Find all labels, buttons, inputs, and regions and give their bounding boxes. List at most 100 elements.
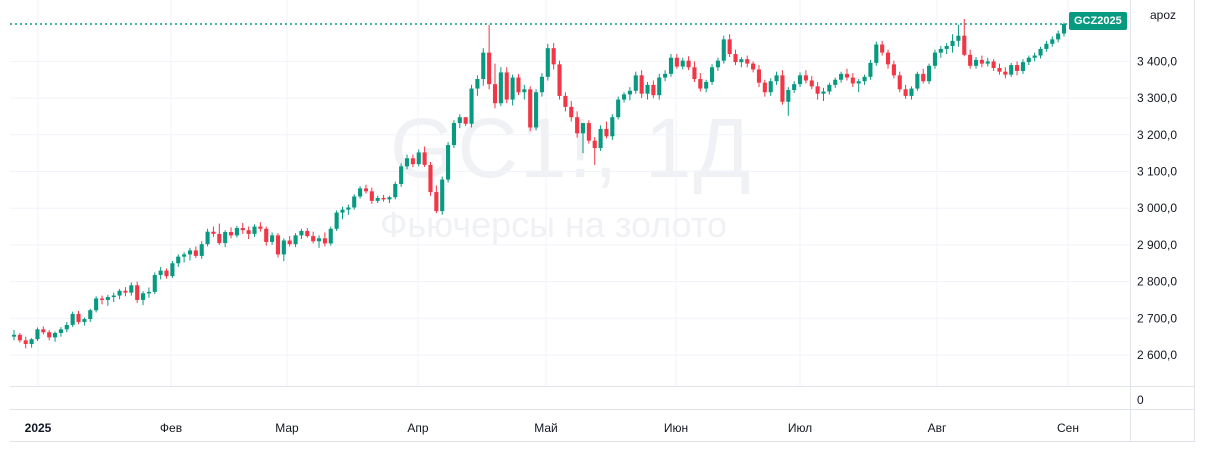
- candle[interactable]: [399, 163, 404, 187]
- candle[interactable]: [193, 246, 198, 259]
- candle[interactable]: [53, 331, 58, 342]
- candle[interactable]: [762, 79, 767, 97]
- candle[interactable]: [809, 76, 814, 90]
- candle[interactable]: [228, 227, 234, 239]
- candle[interactable]: [786, 87, 791, 116]
- candle[interactable]: [446, 142, 451, 183]
- candle[interactable]: [199, 241, 204, 259]
- candle[interactable]: [622, 92, 627, 103]
- candle[interactable]: [580, 123, 586, 154]
- candle[interactable]: [316, 235, 322, 248]
- candle[interactable]: [563, 92, 568, 112]
- candle[interactable]: [844, 68, 850, 81]
- candle[interactable]: [258, 222, 263, 232]
- candle[interactable]: [123, 287, 128, 297]
- candle[interactable]: [246, 226, 251, 240]
- candle[interactable]: [381, 194, 386, 202]
- candle[interactable]: [252, 224, 257, 237]
- candle[interactable]: [774, 71, 779, 85]
- candle[interactable]: [328, 226, 333, 246]
- candle[interactable]: [64, 321, 69, 333]
- candle[interactable]: [275, 233, 281, 258]
- candle[interactable]: [88, 308, 93, 322]
- candle[interactable]: [129, 282, 134, 296]
- candle[interactable]: [932, 49, 938, 69]
- candle[interactable]: [510, 74, 515, 106]
- candle[interactable]: [833, 77, 838, 88]
- candle[interactable]: [1015, 61, 1020, 76]
- candle[interactable]: [956, 24, 961, 47]
- candle[interactable]: [352, 194, 357, 210]
- candle[interactable]: [1009, 62, 1014, 77]
- candle[interactable]: [551, 43, 556, 70]
- candle[interactable]: [387, 195, 392, 204]
- candle[interactable]: [346, 204, 351, 215]
- candle[interactable]: [170, 261, 175, 278]
- candle[interactable]: [938, 45, 943, 58]
- candle[interactable]: [522, 84, 527, 100]
- candle[interactable]: [721, 35, 726, 64]
- candle[interactable]: [739, 56, 744, 68]
- candle[interactable]: [950, 34, 955, 53]
- candle[interactable]: [862, 74, 867, 85]
- candle[interactable]: [29, 338, 34, 348]
- candle[interactable]: [58, 327, 63, 337]
- candle[interactable]: [369, 187, 374, 204]
- candle[interactable]: [944, 43, 949, 55]
- candle[interactable]: [598, 125, 603, 151]
- candle[interactable]: [82, 317, 87, 326]
- candle[interactable]: [768, 78, 773, 96]
- candle[interactable]: [545, 43, 550, 81]
- candle[interactable]: [979, 55, 984, 68]
- candle[interactable]: [322, 232, 327, 247]
- candle[interactable]: [856, 79, 861, 93]
- candle[interactable]: [692, 61, 697, 82]
- candle[interactable]: [663, 70, 668, 82]
- candle[interactable]: [751, 61, 756, 73]
- candle[interactable]: [1050, 36, 1055, 47]
- candle[interactable]: [885, 49, 891, 69]
- candle[interactable]: [968, 49, 973, 69]
- candle[interactable]: [152, 272, 157, 295]
- candle[interactable]: [973, 56, 979, 69]
- candle[interactable]: [111, 292, 116, 303]
- candle[interactable]: [880, 40, 885, 56]
- candle[interactable]: [868, 59, 873, 80]
- candle[interactable]: [187, 247, 193, 261]
- candle[interactable]: [305, 228, 310, 238]
- candle[interactable]: [146, 287, 151, 298]
- candle[interactable]: [897, 71, 902, 93]
- candle[interactable]: [475, 75, 480, 96]
- candle[interactable]: [117, 288, 122, 300]
- candle[interactable]: [217, 223, 222, 245]
- candle[interactable]: [680, 57, 685, 70]
- candle[interactable]: [534, 89, 539, 131]
- candle[interactable]: [281, 238, 286, 262]
- candle[interactable]: [375, 195, 380, 204]
- candle[interactable]: [627, 87, 632, 101]
- candle[interactable]: [410, 154, 415, 168]
- candle[interactable]: [727, 34, 732, 57]
- candle[interactable]: [633, 71, 638, 94]
- candle[interactable]: [827, 82, 832, 95]
- candle[interactable]: [674, 54, 679, 69]
- candle[interactable]: [704, 79, 709, 93]
- candle[interactable]: [516, 73, 521, 96]
- candle[interactable]: [909, 86, 914, 100]
- candle[interactable]: [416, 149, 421, 167]
- candle[interactable]: [985, 57, 990, 67]
- candle[interactable]: [504, 67, 509, 104]
- candle[interactable]: [23, 336, 28, 349]
- candle[interactable]: [539, 73, 544, 97]
- candle[interactable]: [76, 310, 81, 325]
- candle[interactable]: [698, 73, 703, 92]
- candle[interactable]: [363, 184, 369, 194]
- candle[interactable]: [803, 70, 808, 84]
- candle[interactable]: [223, 230, 228, 248]
- symbol-price-tag[interactable]: GCZ2025: [1069, 12, 1127, 30]
- candle[interactable]: [780, 70, 785, 105]
- candle[interactable]: [99, 295, 105, 305]
- candle[interactable]: [240, 222, 245, 234]
- candle[interactable]: [815, 81, 820, 100]
- candle[interactable]: [874, 41, 879, 66]
